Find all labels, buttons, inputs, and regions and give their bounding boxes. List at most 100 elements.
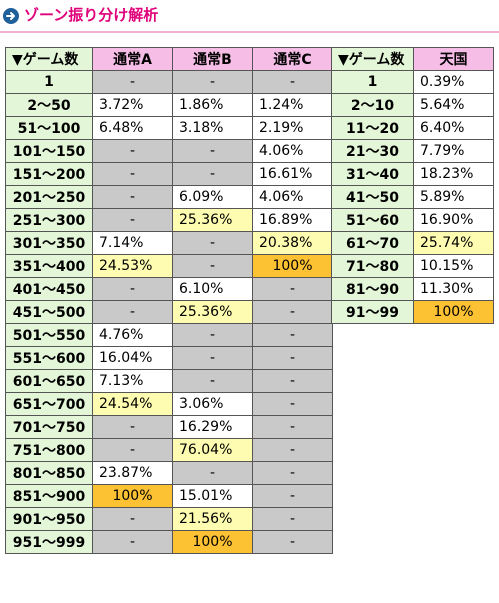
rate-cell: 3.18%: [172, 116, 253, 140]
table-row: 91～99 100%: [331, 300, 494, 324]
rate-cell: -: [252, 300, 333, 324]
zone-cell: 1: [331, 70, 414, 94]
rate-cell: 100%: [252, 254, 333, 278]
rate-cell: -: [252, 70, 333, 94]
zone-cell: 51～100: [5, 116, 93, 140]
table-row: 501～550 4.76% - -: [5, 323, 333, 347]
table-row: 2～50 3.72% 1.86% 1.24%: [5, 93, 333, 117]
zone-cell: 91～99: [331, 300, 414, 324]
table-row: 51～60 16.90%: [331, 208, 494, 232]
zone-cell: 21～30: [331, 139, 414, 163]
rate-cell: 15.01%: [172, 484, 253, 508]
arrow-right-circle-icon: [3, 8, 19, 24]
rate-cell: 16.04%: [92, 346, 173, 370]
rate-cell: -: [252, 392, 333, 416]
zone-cell: 201～250: [5, 185, 93, 209]
header-normal-b: 通常B: [172, 47, 253, 71]
rate-cell: 16.29%: [172, 415, 253, 439]
rate-cell: -: [92, 208, 173, 232]
zone-cell: 301～350: [5, 231, 93, 255]
rate-cell: 4.76%: [92, 323, 173, 347]
rate-cell: 16.89%: [252, 208, 333, 232]
rate-cell: -: [172, 346, 253, 370]
rate-cell: 20.38%: [252, 231, 333, 255]
table-row: 551～600 16.04% - -: [5, 346, 333, 370]
rate-cell: -: [172, 162, 253, 186]
rate-cell: 10.15%: [413, 254, 494, 278]
zone-cell: 251～300: [5, 208, 93, 232]
rate-cell: -: [92, 507, 173, 531]
rate-cell: -: [92, 438, 173, 462]
table-row: 751～800-76.04% -: [5, 438, 333, 462]
rate-cell: 6.10%: [172, 277, 253, 301]
table-row: 601～650 7.13% - -: [5, 369, 333, 393]
rate-cell: 3.06%: [172, 392, 253, 416]
table-row: 61～70 25.74%: [331, 231, 494, 255]
table-row: 31～40 18.23%: [331, 162, 494, 186]
rate-cell: 100%: [413, 300, 494, 324]
rate-cell: -: [172, 323, 253, 347]
rate-cell: 7.14%: [92, 231, 173, 255]
table-header-row: ▼ゲーム数 通常A 通常B 通常C: [5, 47, 333, 71]
zone-cell: 61～70: [331, 231, 414, 255]
table-row: 1 0.39%: [331, 70, 494, 94]
header-heaven: 天国: [413, 47, 494, 71]
rate-cell: 7.13%: [92, 369, 173, 393]
table-row: 351～400 24.53% -100%: [5, 254, 333, 278]
rate-cell: 3.72%: [92, 93, 173, 117]
zone-cell: 151～200: [5, 162, 93, 186]
zone-cell: 401～450: [5, 277, 93, 301]
zone-cell: 2～10: [331, 93, 414, 117]
rate-cell: 24.54%: [92, 392, 173, 416]
rate-cell: -: [172, 139, 253, 163]
table-row: 951～999-100% -: [5, 530, 333, 554]
rate-cell: 1.86%: [172, 93, 253, 117]
zone-cell: 751～800: [5, 438, 93, 462]
zone-cell: 601～650: [5, 369, 93, 393]
rate-cell: 7.79%: [413, 139, 494, 163]
rate-cell: -: [252, 507, 333, 531]
rate-cell: 24.53%: [92, 254, 173, 278]
zone-cell: 351～400: [5, 254, 93, 278]
header-normal-c: 通常C: [252, 47, 333, 71]
rate-cell: -: [252, 461, 333, 485]
table-row: 851～900 100% 15.01% -: [5, 484, 333, 508]
rate-cell: 0.39%: [413, 70, 494, 94]
table-row: 51～100 6.48% 3.18% 2.19%: [5, 116, 333, 140]
zone-cell: 41～50: [331, 185, 414, 209]
rate-cell: -: [252, 323, 333, 347]
rate-cell: 25.36%: [172, 300, 253, 324]
rate-cell: -: [172, 254, 253, 278]
rate-cell: -: [92, 415, 173, 439]
rate-cell: 76.04%: [172, 438, 253, 462]
rate-cell: -: [172, 461, 253, 485]
header-normal-a: 通常A: [92, 47, 173, 71]
zone-cell: 901～950: [5, 507, 93, 531]
rate-cell: -: [92, 530, 173, 554]
zone-cell: 701～750: [5, 415, 93, 439]
rate-cell: -: [252, 415, 333, 439]
table-row: 71～80 10.15%: [331, 254, 494, 278]
rate-cell: 6.40%: [413, 116, 494, 140]
rate-cell: -: [92, 70, 173, 94]
zone-cell: 501～550: [5, 323, 93, 347]
rate-cell: 4.06%: [252, 139, 333, 163]
rate-cell: -: [172, 70, 253, 94]
rate-cell: 23.87%: [92, 461, 173, 485]
rate-cell: -: [172, 369, 253, 393]
rate-cell: 11.30%: [413, 277, 494, 301]
table-row: 1---: [5, 70, 333, 94]
zone-cell: 451～500: [5, 300, 93, 324]
table-row: 41～50 5.89%: [331, 185, 494, 209]
rate-cell: -: [252, 346, 333, 370]
table-row: 11～20 6.40%: [331, 116, 494, 140]
section-title: ゾーン振り分け解析: [24, 6, 159, 24]
rate-cell: 18.23%: [413, 162, 494, 186]
table-row: 401～450-6.10% -: [5, 277, 333, 301]
zone-cell: 851～900: [5, 484, 93, 508]
rate-cell: -: [252, 484, 333, 508]
heaven-zone-table: ▼ゲーム数 天国 1 0.39% 2～10 5.64% 11～20 6.40% 21～30 7…: [331, 47, 494, 324]
rate-cell: 100%: [92, 484, 173, 508]
rate-cell: 16.61%: [252, 162, 333, 186]
table-row: 201～250-6.09% 4.06%: [5, 185, 333, 209]
